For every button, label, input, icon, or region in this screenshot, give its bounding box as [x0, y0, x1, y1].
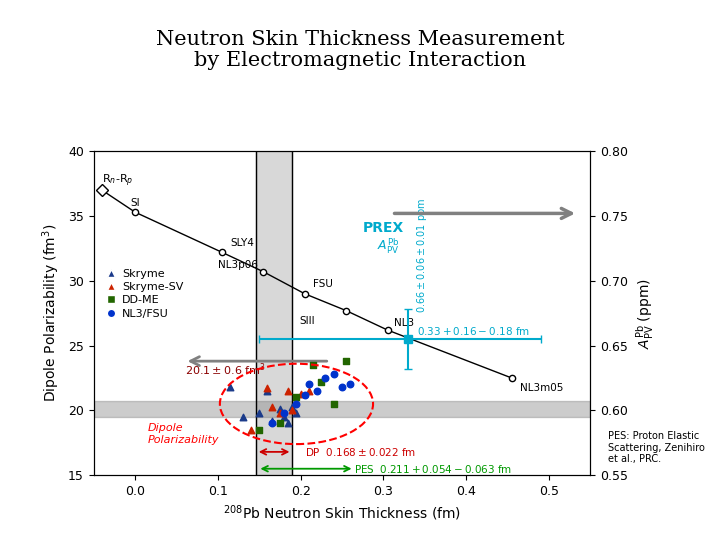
Point: [262, 384, 274, 393]
Point: [303, 387, 315, 395]
Point: [303, 380, 315, 389]
Point: [278, 409, 289, 417]
Text: NL3p06: NL3p06: [218, 260, 258, 270]
Point: [253, 409, 265, 417]
Text: NL3m05: NL3m05: [520, 383, 563, 393]
Text: PES  $0.211+0.054-0.063$ fm: PES $0.211+0.054-0.063$ fm: [354, 463, 513, 475]
X-axis label: $^{208}$Pb Neutron Skin Thickness (fm): $^{208}$Pb Neutron Skin Thickness (fm): [223, 503, 461, 523]
Point: [274, 409, 286, 417]
Point: [225, 383, 236, 391]
Point: [237, 413, 248, 421]
Point: [315, 377, 327, 386]
Point: [274, 405, 286, 414]
Point: [253, 426, 265, 434]
Point: [266, 416, 277, 425]
Y-axis label: $A^{\mathrm{Pb}}_{\mathrm{PV}}$ (ppm): $A^{\mathrm{Pb}}_{\mathrm{PV}}$ (ppm): [634, 278, 656, 348]
Text: Neutron Skin Thickness Measurement: Neutron Skin Thickness Measurement: [156, 30, 564, 49]
Point: [282, 387, 294, 395]
Text: Dipole
Polarizability: Dipole Polarizability: [148, 423, 219, 445]
Point: [287, 406, 298, 415]
Point: [291, 393, 302, 402]
Text: $20.1\pm0.6$ fm$^3$: $20.1\pm0.6$ fm$^3$: [184, 361, 266, 377]
Point: [291, 409, 302, 417]
Point: [262, 387, 274, 395]
Point: [266, 419, 277, 428]
Point: [341, 357, 352, 366]
Text: $0.66\pm0.06\pm0.01$ ppm: $0.66\pm0.06\pm0.01$ ppm: [415, 198, 429, 313]
Point: [328, 400, 340, 408]
Point: [336, 383, 348, 391]
Legend: Skryme, Skryme-SV, DD-ME, NL3/FSU: Skryme, Skryme-SV, DD-ME, NL3/FSU: [104, 268, 184, 319]
Point: [266, 402, 277, 411]
Point: [307, 361, 319, 369]
Point: [287, 402, 298, 411]
Text: PES: Proton Elastic
Scattering, Zenihiro
et al., PRC.: PES: Proton Elastic Scattering, Zenihiro…: [608, 431, 706, 464]
Point: [311, 387, 323, 395]
Y-axis label: Dipole Polarizability (fm$^{3}$): Dipole Polarizability (fm$^{3}$): [41, 224, 63, 402]
Text: SLY4: SLY4: [230, 238, 254, 248]
Text: FSU: FSU: [313, 279, 333, 289]
Text: R$_n$-R$_p$: R$_n$-R$_p$: [102, 173, 133, 190]
Point: [245, 426, 257, 434]
Point: [299, 390, 310, 399]
Point: [295, 389, 307, 398]
Point: [320, 374, 331, 382]
Text: by Electromagnetic Interaction: by Electromagnetic Interaction: [194, 51, 526, 70]
Text: NL3: NL3: [394, 318, 414, 328]
Bar: [94, 401, 590, 417]
Point: [278, 413, 289, 421]
Point: [291, 400, 302, 408]
Text: $0.33+0.16-0.18$ fm: $0.33+0.16-0.18$ fm: [416, 325, 529, 338]
Point: [344, 380, 356, 389]
Text: SIII: SIII: [300, 315, 315, 326]
Point: [274, 419, 286, 428]
Text: DP  $0.168\pm0.022$ fm: DP $0.168\pm0.022$ fm: [305, 446, 416, 458]
Text: SI: SI: [131, 198, 140, 208]
Point: [328, 370, 340, 379]
Point: [282, 419, 294, 428]
Text: $A^{\rm Pb}_{\rm PV}$: $A^{\rm Pb}_{\rm PV}$: [377, 237, 399, 256]
Bar: [256, 151, 292, 475]
Text: PREX: PREX: [363, 220, 404, 234]
